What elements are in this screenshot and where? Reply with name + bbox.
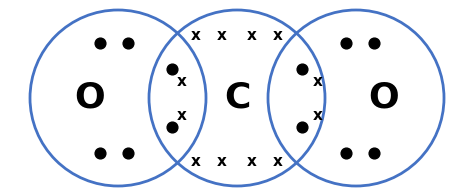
Point xyxy=(342,42,350,45)
Text: x: x xyxy=(247,153,257,168)
Point xyxy=(96,42,104,45)
Text: x: x xyxy=(273,153,283,168)
Text: O: O xyxy=(74,81,105,115)
Text: x: x xyxy=(247,27,257,43)
Point xyxy=(370,42,378,45)
Text: C: C xyxy=(224,81,250,115)
Text: x: x xyxy=(217,27,227,43)
Point xyxy=(298,67,306,71)
Point xyxy=(370,152,378,155)
Text: x: x xyxy=(191,27,201,43)
Point xyxy=(168,67,176,71)
Point xyxy=(124,152,132,155)
Point xyxy=(298,125,306,129)
Point xyxy=(96,152,104,155)
Text: x: x xyxy=(313,74,323,89)
Text: x: x xyxy=(313,107,323,122)
Point xyxy=(342,152,350,155)
Point xyxy=(124,42,132,45)
Text: x: x xyxy=(177,107,187,122)
Text: x: x xyxy=(217,153,227,168)
Text: x: x xyxy=(177,74,187,89)
Text: x: x xyxy=(273,27,283,43)
Text: x: x xyxy=(191,153,201,168)
Text: O: O xyxy=(369,81,400,115)
Point xyxy=(168,125,176,129)
